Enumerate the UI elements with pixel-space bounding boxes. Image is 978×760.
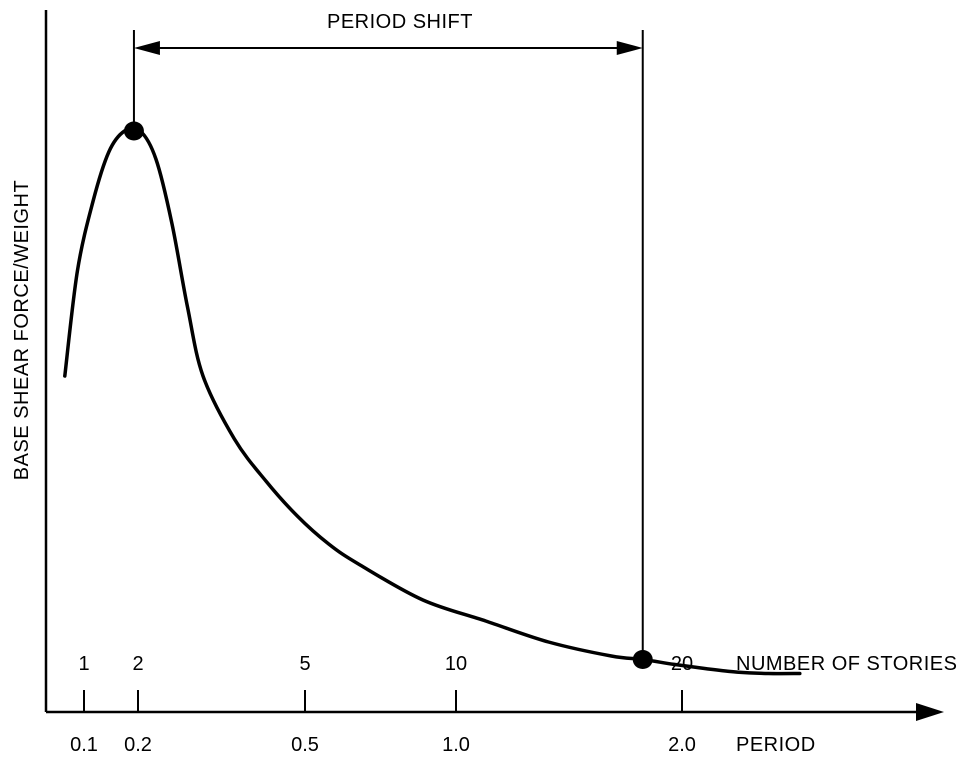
x-axis-label: PERIOD (736, 734, 816, 756)
y-axis-label: BASE SHEAR FORCE/WEIGHT (11, 180, 33, 480)
shift-arrowhead-left (133, 41, 160, 55)
x-axis-arrowhead (916, 703, 944, 721)
x-tick-label: 1.0 (442, 734, 470, 756)
base-shear-curve (63, 126, 802, 676)
x-tick-label: 0.5 (291, 734, 319, 756)
data-point-marker (123, 121, 144, 141)
x-tick-label: 0.1 (70, 734, 98, 756)
secondary-axis-label: NUMBER OF STORIES (736, 653, 958, 675)
marker-layer (123, 121, 653, 669)
secondary-tick-label: 10 (445, 653, 467, 675)
secondary-tick-label: 5 (299, 653, 310, 675)
period-shift-annotation (132, 30, 644, 652)
curve-layer (63, 126, 802, 676)
data-point-marker (632, 650, 653, 669)
tick-layer: 0.1 0.2 0.5 1.0 2.01 2 5 10 20 (70, 653, 696, 756)
period-shift-label: PERIOD SHIFT (327, 11, 473, 33)
secondary-tick-label: 1 (78, 653, 89, 675)
shift-arrowhead-right (616, 41, 643, 55)
secondary-tick-label: 2 (132, 653, 143, 675)
x-tick-label: 2.0 (668, 734, 696, 756)
x-tick-label: 0.2 (124, 734, 152, 756)
